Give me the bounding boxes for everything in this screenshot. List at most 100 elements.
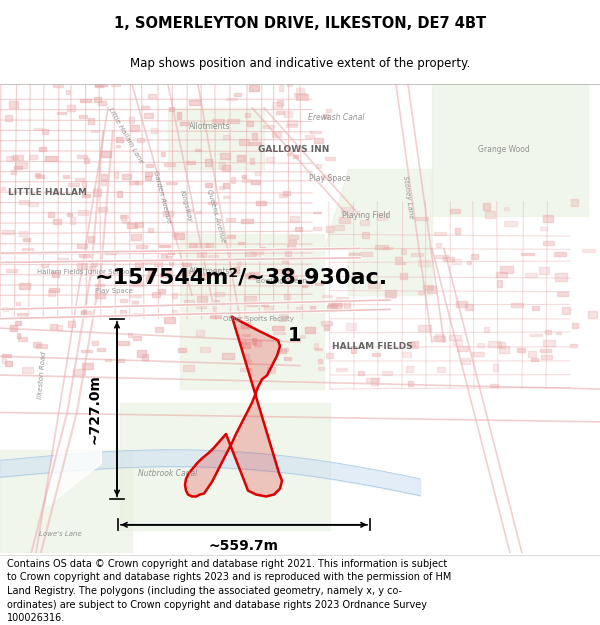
Bar <box>456 301 467 307</box>
Bar <box>418 325 431 331</box>
Bar <box>184 365 194 371</box>
Bar <box>443 257 454 261</box>
Bar <box>407 381 413 386</box>
Bar <box>32 342 41 347</box>
Bar <box>220 153 230 159</box>
Bar <box>263 124 274 128</box>
Bar <box>272 326 284 331</box>
Bar <box>239 139 249 146</box>
Bar <box>214 292 224 296</box>
Bar <box>296 88 304 94</box>
Text: HALLAM FIELDS: HALLAM FIELDS <box>332 342 412 351</box>
Bar <box>120 215 128 218</box>
Bar <box>276 269 287 273</box>
Bar <box>434 232 446 234</box>
Bar <box>238 262 241 266</box>
Bar <box>295 93 306 97</box>
Bar <box>484 203 490 210</box>
Bar <box>28 202 38 206</box>
Bar <box>223 196 229 198</box>
Bar <box>290 216 299 222</box>
Bar <box>78 210 88 215</box>
Bar <box>278 348 288 351</box>
Text: Playing Field: Playing Field <box>342 211 390 220</box>
Bar <box>164 163 175 166</box>
Bar <box>214 299 219 302</box>
Bar <box>571 344 577 347</box>
Bar <box>214 269 220 275</box>
Bar <box>223 166 230 171</box>
Bar <box>77 155 87 158</box>
Bar <box>39 148 46 151</box>
Bar <box>418 260 430 266</box>
Text: Play Space: Play Space <box>95 288 133 294</box>
Bar <box>181 122 189 124</box>
Bar <box>493 364 499 371</box>
Bar <box>197 296 207 302</box>
Bar <box>543 340 555 346</box>
Bar <box>227 119 239 122</box>
Bar <box>223 135 230 139</box>
Bar <box>111 82 120 86</box>
Bar <box>310 306 316 311</box>
Bar <box>82 351 92 352</box>
Bar <box>1 188 5 189</box>
Bar <box>66 90 70 94</box>
Bar <box>166 256 171 258</box>
Bar <box>186 161 195 164</box>
Bar <box>323 114 328 118</box>
Text: Allotments: Allotments <box>189 122 231 131</box>
Bar <box>254 340 262 346</box>
Bar <box>101 174 107 181</box>
Bar <box>314 282 323 285</box>
Bar <box>50 324 56 329</box>
Bar <box>151 128 157 134</box>
Bar <box>331 302 341 308</box>
Bar <box>334 225 344 231</box>
Bar <box>148 228 154 232</box>
Bar <box>415 217 428 220</box>
Bar <box>264 306 272 311</box>
Bar <box>305 135 314 138</box>
Bar <box>45 156 57 161</box>
Bar <box>105 251 116 254</box>
Bar <box>251 179 260 184</box>
Bar <box>6 269 17 272</box>
Polygon shape <box>120 403 330 530</box>
Bar <box>484 327 489 332</box>
Bar <box>250 158 254 164</box>
Bar <box>129 296 141 298</box>
Bar <box>488 341 501 346</box>
Bar <box>127 223 137 228</box>
Bar <box>49 288 59 292</box>
Bar <box>34 128 43 130</box>
Polygon shape <box>324 169 432 248</box>
Bar <box>256 201 266 205</box>
Bar <box>272 131 281 138</box>
Bar <box>582 249 595 252</box>
Bar <box>81 311 91 316</box>
Bar <box>385 290 397 298</box>
Bar <box>313 227 322 230</box>
Bar <box>452 339 462 345</box>
Bar <box>152 292 160 297</box>
Bar <box>411 253 422 256</box>
Bar <box>197 251 206 258</box>
Text: Map shows position and indicative extent of the property.: Map shows position and indicative extent… <box>130 57 470 70</box>
Bar <box>22 368 32 374</box>
Bar <box>52 271 59 277</box>
Bar <box>5 361 11 366</box>
Bar <box>143 114 154 118</box>
Bar <box>184 300 194 306</box>
Bar <box>11 169 16 174</box>
Bar <box>400 273 407 279</box>
Text: Other Sports Facility: Other Sports Facility <box>223 316 293 322</box>
Bar <box>275 111 284 114</box>
Bar <box>19 200 29 204</box>
Bar <box>178 348 187 352</box>
Bar <box>358 371 364 375</box>
Bar <box>15 162 27 168</box>
Text: Kingsway: Kingsway <box>179 189 193 223</box>
Text: Bowling Green: Bowling Green <box>257 278 308 284</box>
Bar <box>196 330 204 336</box>
